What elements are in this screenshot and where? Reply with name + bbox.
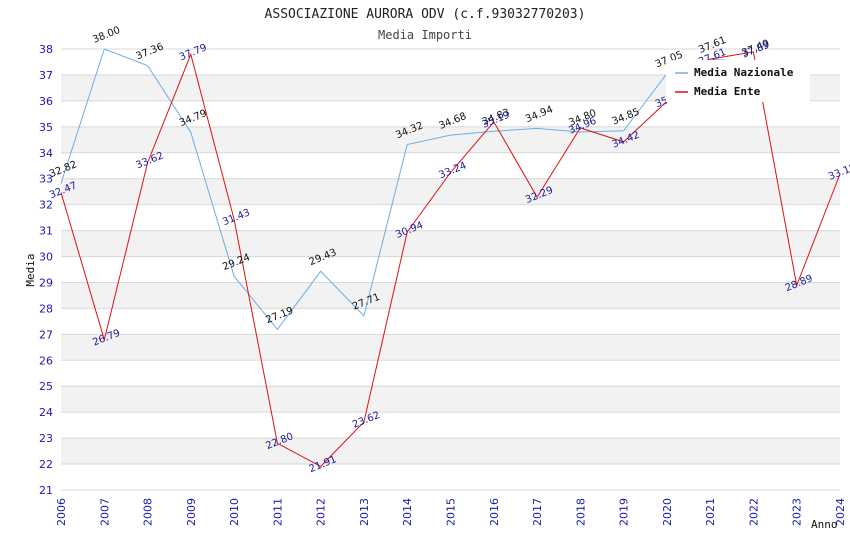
data-label-nazionale: 37.36 [135,41,166,62]
x-tick-label: 2019 [618,498,631,526]
y-tick-label: 27 [39,328,53,341]
grid-band [61,386,840,413]
grid-band [61,438,840,465]
chart-subtitle: Media Importi [378,28,472,42]
x-tick-label: 2009 [185,498,198,526]
data-label-ente: 33.62 [135,150,166,171]
y-tick-label: 31 [39,225,53,238]
y-tick-label: 25 [39,380,53,393]
legend: Media Nazionale Media Ente [666,60,810,102]
grid-bands [61,74,840,465]
data-label-nazionale: 34.79 [178,108,209,129]
y-tick-label: 38 [39,43,53,56]
y-tick-label: 21 [39,484,53,497]
data-label-nazionale: 38.00 [91,25,122,46]
x-tick-label: 2012 [315,498,328,526]
y-tick-label: 32 [39,199,53,212]
data-label-ente: 33.24 [438,160,469,181]
x-tick-label: 2008 [142,498,155,526]
x-tick-label: 2010 [228,498,241,526]
x-tick-label: 2013 [358,498,371,526]
legend-label-ente: Media Ente [694,85,761,98]
data-label-nazionale: 34.94 [524,104,555,125]
grid-band [61,178,840,205]
x-tick-label: 2024 [834,498,847,526]
x-tick-label: 2020 [661,498,674,526]
x-tick-label: 2018 [574,498,587,526]
x-axis-ticks: 2006 2007 2008 2009 2010 2011 2012 2013 2014 2015… [55,498,847,526]
series-lines [60,48,841,468]
series-line-ente [60,51,841,468]
x-tick-label: 2021 [704,498,717,526]
x-tick-label: 2016 [488,498,501,526]
y-tick-label: 29 [39,276,53,289]
y-tick-label: 33 [39,173,53,186]
y-tick-label: 22 [39,458,53,471]
x-tick-label: 2006 [55,498,68,526]
grid-band [61,126,840,153]
x-tick-label: 2017 [531,498,544,526]
legend-label-nazionale: Media Nazionale [694,66,794,79]
series-line-nazionale [60,48,754,331]
y-axis-ticks: 21 22 23 24 25 26 27 28 29 30 31 32 33 34 35 36 37 38 [39,43,53,497]
y-tick-label: 26 [39,354,53,367]
x-tick-label: 2011 [271,498,284,526]
x-tick-label: 2022 [747,498,760,526]
y-tick-label: 36 [39,95,53,108]
y-tick-label: 34 [39,147,53,160]
data-label-ente: 33.18 [827,162,850,183]
legend-box [666,60,810,102]
data-label-nazionale: 34.85 [611,107,642,128]
y-tick-label: 28 [39,302,53,315]
x-tick-label: 2014 [401,498,414,526]
grid-band [61,334,840,361]
y-tick-label: 24 [39,406,53,419]
x-tick-label: 2023 [791,498,804,526]
y-tick-label: 37 [39,69,53,82]
grid-band [61,282,840,309]
x-tick-label: 2007 [98,498,111,526]
y-tick-label: 30 [39,251,53,264]
y-axis-title: Media [24,253,37,286]
grid-band [61,230,840,257]
data-label-ente: 37.79 [178,42,209,63]
y-tick-label: 35 [39,121,53,134]
y-tick-label: 23 [39,432,53,445]
data-label-ente: 31.43 [221,207,252,228]
x-axis-title: Anno [811,518,838,531]
grid-lines [61,48,840,491]
chart-title: ASSOCIAZIONE AURORA ODV (c.f.93032770203… [265,7,586,22]
x-tick-label: 2015 [445,498,458,526]
